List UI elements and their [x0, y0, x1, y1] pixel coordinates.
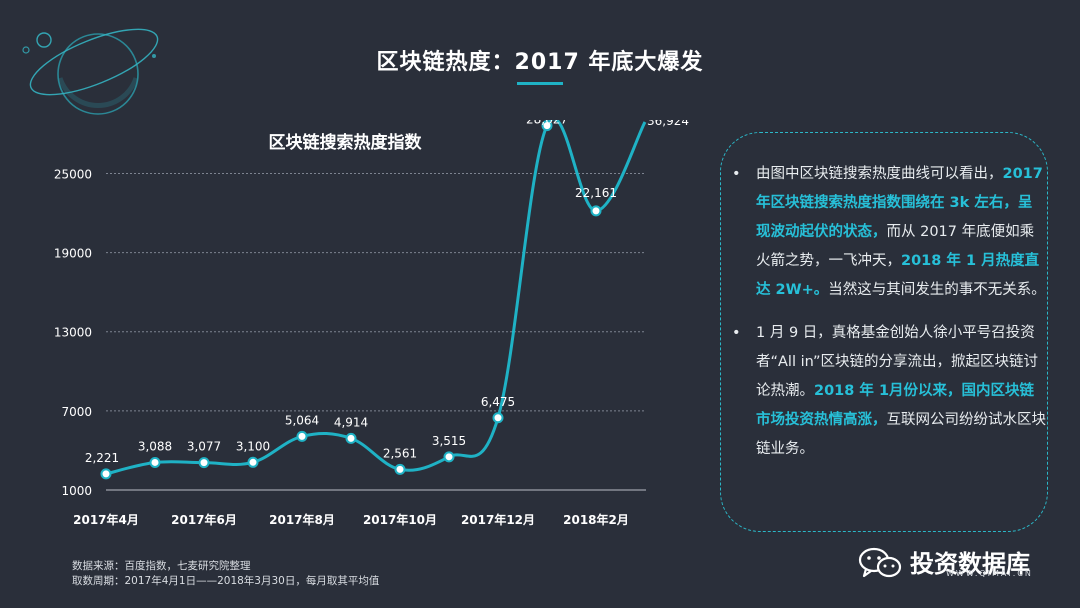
- y-tick-label: 1000: [61, 484, 92, 498]
- planet-decoration: [22, 28, 159, 115]
- data-point: [345, 432, 357, 444]
- note-highlight-text: 2017 年区块链搜索热度指数围绕在 3k 左右，呈现波动起伏的状态，: [756, 166, 1043, 240]
- brand-name: 投资数据库: [910, 550, 1030, 578]
- data-point: [590, 205, 602, 217]
- note-highlight-text: 2018 年 1 月热度直达 2W+。: [756, 253, 1040, 298]
- data-label: 3,088: [138, 439, 172, 453]
- brand-url: WWW.QIMAI.CN: [946, 569, 1033, 578]
- data-label: 36,924: [647, 120, 689, 128]
- y-tick-label: 25000: [54, 167, 92, 181]
- data-label: 28,627: [526, 120, 568, 127]
- data-label: 2,561: [383, 446, 417, 460]
- page-title: 区块链热度：2017 年底大爆发: [376, 50, 704, 75]
- search-heat-line-chart: 区块链搜索热度指数 1000 7000 13000 19000 25000 2017年4月 2…: [54, 120, 689, 527]
- data-point: [100, 468, 112, 480]
- series-line: [105, 120, 647, 476]
- note-text: 互联网公司纷纷试水区块链业务。: [756, 412, 1046, 457]
- data-label: 3,515: [432, 434, 466, 448]
- x-tick-label: 2018年2月: [563, 512, 629, 527]
- wechat-icon: [858, 547, 902, 578]
- data-point: [198, 457, 210, 469]
- brand-logo: 投资数据库 WWW.QIMAI.CN: [858, 540, 1058, 586]
- note-item: • 由图中区块链搜索热度曲线可以看出，2017 年区块链搜索热度指数围绕在 3k …: [728, 160, 1046, 305]
- data-label: 6,475: [481, 395, 515, 409]
- footer-period: 取数周期：2017年4月1日——2018年3月30日，每月取其平均值: [72, 575, 380, 587]
- y-tick-label: 13000: [54, 326, 92, 340]
- data-point: [296, 430, 308, 442]
- x-tick-label: 2017年12月: [461, 512, 535, 527]
- note-highlight-text: 2018 年 1月份以来，国内区块链市场投资热情高涨，: [756, 383, 1035, 428]
- y-tick-label: 19000: [54, 247, 92, 261]
- notes-dashed-frame: [720, 132, 1048, 532]
- chart-title: 区块链搜索热度指数: [269, 132, 423, 153]
- footer: 数据来源：百度指数，七麦研究院整理 取数周期：2017年4月1日——2018年3…: [72, 559, 379, 589]
- data-point: [443, 451, 455, 463]
- data-label: 3,100: [236, 439, 270, 453]
- note-item: • 1 月 9 日，真格基金创始人徐小平号召投资者“All in”区块链的分享流出…: [728, 319, 1046, 464]
- x-tick-label: 2017年8月: [269, 512, 335, 527]
- notes-list: • 由图中区块链搜索热度曲线可以看出，2017 年区块链搜索热度指数围绕在 3k …: [728, 160, 1046, 478]
- x-tick-label: 2017年6月: [171, 512, 237, 527]
- bullet-icon: •: [732, 166, 741, 182]
- note-text: 当然这与其间发生的事不无关系。: [828, 282, 1046, 298]
- data-point: [394, 463, 406, 475]
- note-text: 由图中区块链搜索热度曲线可以看出，: [756, 166, 1003, 182]
- x-tick-label: 2017年4月: [73, 512, 139, 527]
- x-tick-label: 2017年10月: [363, 512, 437, 527]
- data-label: 4,914: [334, 415, 368, 429]
- data-label: 3,077: [187, 440, 221, 454]
- footer-source: 数据来源：百度指数，七麦研究院整理: [72, 560, 251, 572]
- data-point: [247, 456, 259, 468]
- note-text: 1 月 9 日，真格基金创始人徐小平号召投资者“All in”区块链的分享流出，…: [756, 325, 1039, 399]
- data-point: [541, 120, 553, 132]
- data-point: [149, 456, 161, 468]
- data-label: 5,064: [285, 413, 319, 427]
- title-underline: [517, 82, 563, 85]
- data-point: [492, 412, 504, 424]
- data-label: 2,221: [85, 451, 119, 465]
- bullet-icon: •: [732, 325, 741, 341]
- y-tick-label: 7000: [61, 405, 92, 419]
- data-label: 22,161: [575, 186, 617, 200]
- note-text: 而从 2017 年底便如乘火箭之势，一飞冲天，: [756, 224, 1035, 269]
